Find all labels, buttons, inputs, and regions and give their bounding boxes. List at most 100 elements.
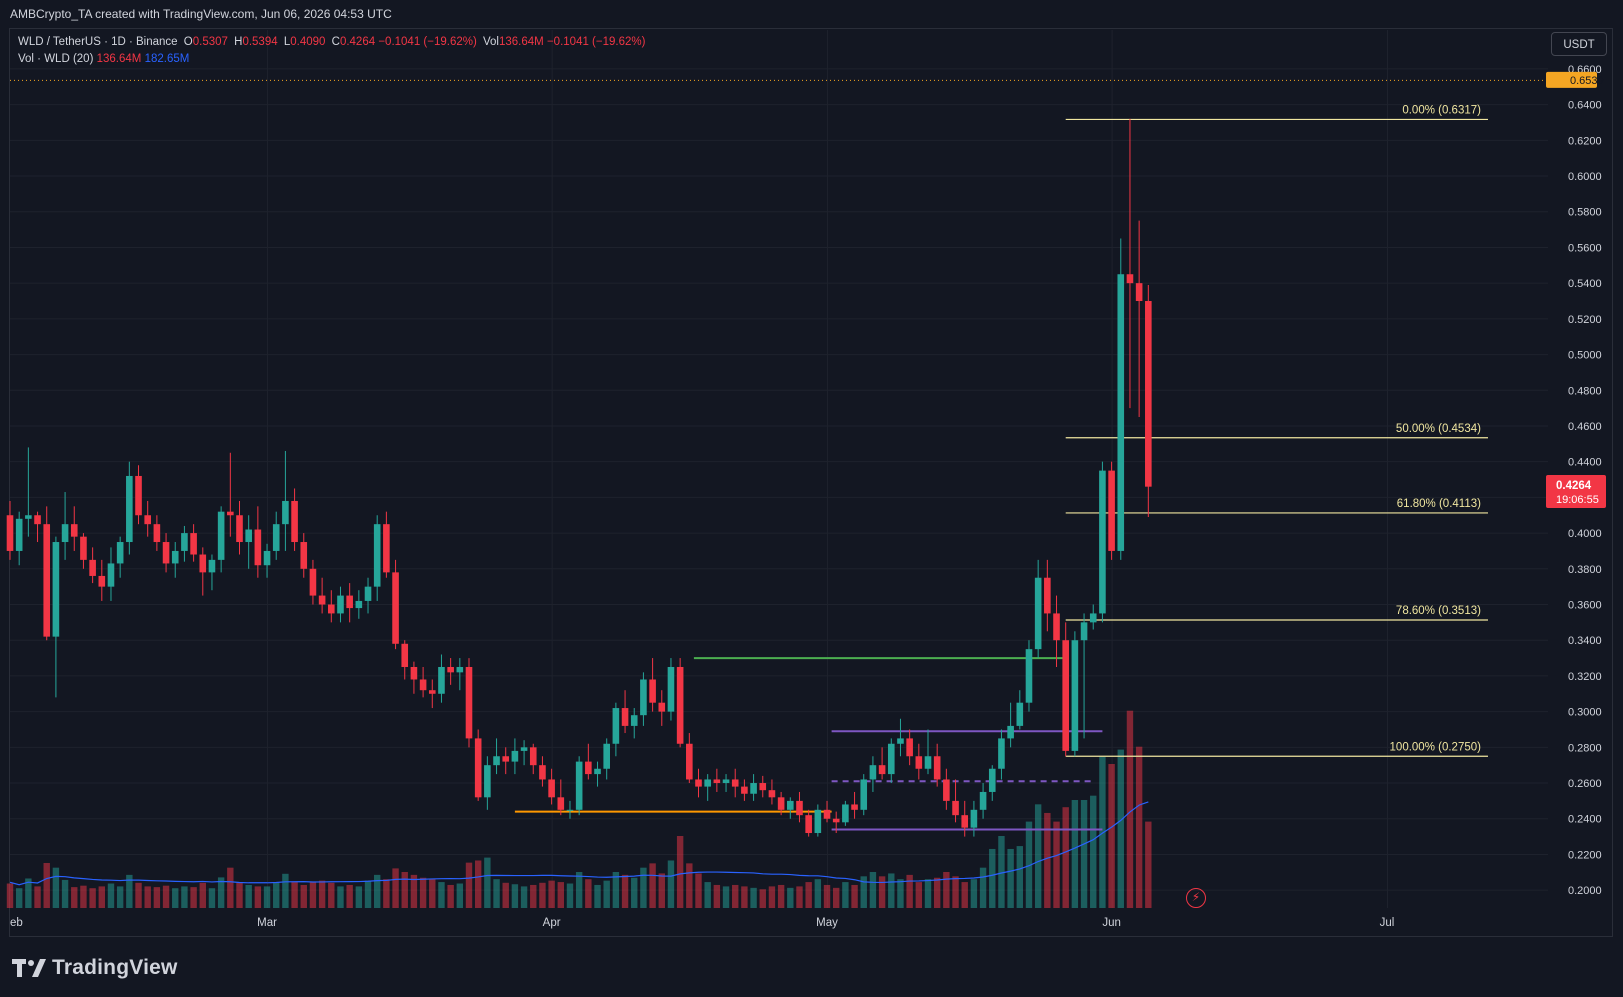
volume-bar [979,867,987,908]
volume-bar [814,879,822,908]
candle [713,768,721,792]
candle [1071,631,1079,757]
y-tick-label: 0.3800 [1568,564,1602,576]
volume-bar [273,882,280,908]
candle-body [998,738,1005,769]
vol-label: Vol [483,36,499,48]
volume-bar [429,879,436,908]
x-tick-label: Jun [1102,917,1121,929]
candle [364,577,372,614]
candle [722,774,730,792]
volume-bar [1034,804,1042,908]
volume-bar [897,879,904,908]
y-tick-label: 0.4000 [1568,528,1602,540]
candle-body [272,524,280,551]
candle [61,492,69,560]
volume-bar [1080,800,1088,908]
volume-bar [970,879,978,908]
candle [630,708,638,739]
candle-body [878,765,886,775]
candle-body [364,586,372,601]
candle [676,658,684,748]
fib-label: 61.80% (0.4113) [1397,498,1481,510]
candle [263,543,271,578]
candle [511,738,519,775]
candle [383,511,390,578]
candle [107,547,115,601]
y-tick-label: 0.5200 [1568,314,1602,326]
currency-button[interactable]: USDT [1551,32,1607,56]
volume-bar [116,886,124,908]
candle-body [1044,577,1051,614]
symbol-label[interactable]: WLD / TetherUS · 1D · Binance [18,36,178,48]
candle [438,654,445,703]
chart-legend: WLD / TetherUS · 1D · Binance O0.5307 H0… [18,34,645,68]
candle [126,461,133,555]
volume-bar [300,884,307,908]
volume-bar [374,874,381,908]
top-marker-label: 0.6539 [1570,75,1604,87]
candle-body [539,765,546,780]
candle [823,800,831,823]
candle [392,559,399,650]
candle-body [116,542,124,564]
volume-bar [199,882,206,908]
y-tick-label: 0.2800 [1568,742,1602,754]
volume-bar [686,863,693,908]
candle-body [447,666,454,673]
candle [612,702,620,757]
candle-body [988,768,996,792]
candle [768,779,776,805]
chart-frame[interactable] [9,28,1613,937]
candle [998,729,1005,780]
candle-body [667,666,675,712]
volume-bar [631,877,638,908]
candle-body [1062,640,1069,751]
candle [832,811,840,834]
tradingview-brand[interactable]: TradingView [12,954,178,982]
volume-bar [520,886,528,908]
volume-bar [787,887,794,908]
y-tick-label: 0.2000 [1568,885,1602,897]
volume-bar [594,884,601,908]
candle [98,559,106,601]
candle-body [474,738,482,798]
volume-bar [447,884,454,908]
volume-bar [732,884,739,908]
candle [915,743,923,780]
volume-bar [71,887,78,908]
candle [484,756,491,810]
volume-bar [410,874,418,908]
volume-bar [217,877,225,908]
volume-bar [1145,821,1152,908]
candle [291,488,298,551]
candle [704,774,711,801]
candle [750,774,757,801]
candle [869,756,877,792]
volume-bar [621,874,629,908]
y-tick-label: 0.5800 [1568,207,1602,219]
fibonacci-retracement: 0.00% (0.6317) 50.00% (0.4534) 61.80% (0.4… [1065,104,1488,757]
candle-body [428,690,436,694]
fib-label: 100.00% (0.2750) [1390,741,1482,753]
candle-body [860,779,868,810]
lightning-icon[interactable]: ⚡ [1186,888,1206,908]
volume-bar [419,877,427,908]
volume-bar [15,888,23,908]
volume-bar [392,868,399,908]
low-label: L [283,36,291,48]
volume-bar [933,877,941,908]
vol-ma-label[interactable]: Vol · WLD (20) [18,53,94,65]
volume-bar [585,879,592,908]
candle-body [80,536,87,560]
volume-bar [796,886,803,908]
volume-bar [906,874,913,908]
candle-body [1053,613,1060,641]
y-tick-label: 0.4400 [1568,457,1602,469]
candle [181,525,188,562]
volume-bar [337,886,344,908]
candle-body [768,790,776,798]
volume-bar [181,886,188,908]
candle-body [1025,649,1033,703]
